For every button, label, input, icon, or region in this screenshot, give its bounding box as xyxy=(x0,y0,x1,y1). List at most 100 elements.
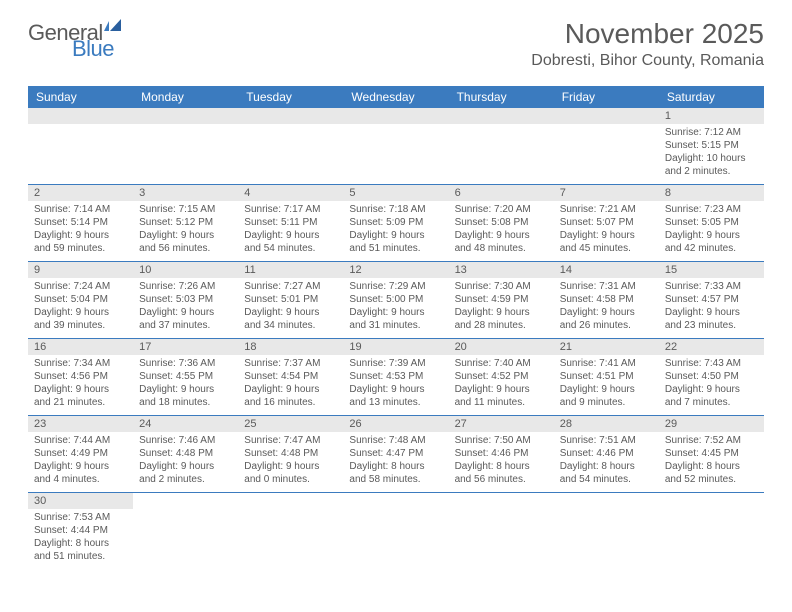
day-daylight1: Daylight: 9 hours xyxy=(665,229,758,242)
day-sunrise: Sunrise: 7:24 AM xyxy=(34,280,127,293)
day-header: Friday xyxy=(554,86,659,108)
day-cell: 18Sunrise: 7:37 AMSunset: 4:54 PMDayligh… xyxy=(238,339,343,415)
day-daylight1: Daylight: 9 hours xyxy=(139,383,232,396)
day-number: 11 xyxy=(238,262,343,278)
day-cell: 13Sunrise: 7:30 AMSunset: 4:59 PMDayligh… xyxy=(449,262,554,338)
day-content: Sunrise: 7:24 AMSunset: 5:04 PMDaylight:… xyxy=(28,278,133,336)
day-sunset: Sunset: 4:46 PM xyxy=(455,447,548,460)
day-daylight1: Daylight: 9 hours xyxy=(349,306,442,319)
day-daylight1: Daylight: 9 hours xyxy=(139,229,232,242)
day-daylight2: and 42 minutes. xyxy=(665,242,758,255)
day-sunset: Sunset: 5:04 PM xyxy=(34,293,127,306)
day-sunrise: Sunrise: 7:52 AM xyxy=(665,434,758,447)
empty-day-cell xyxy=(238,108,343,184)
day-content: Sunrise: 7:14 AMSunset: 5:14 PMDaylight:… xyxy=(28,201,133,259)
day-sunrise: Sunrise: 7:14 AM xyxy=(34,203,127,216)
day-header: Tuesday xyxy=(238,86,343,108)
empty-day-cell xyxy=(554,108,659,184)
day-number-bar xyxy=(133,108,238,124)
day-daylight1: Daylight: 8 hours xyxy=(665,460,758,473)
day-daylight1: Daylight: 9 hours xyxy=(560,229,653,242)
day-cell: 24Sunrise: 7:46 AMSunset: 4:48 PMDayligh… xyxy=(133,416,238,492)
day-daylight2: and 11 minutes. xyxy=(455,396,548,409)
day-content: Sunrise: 7:52 AMSunset: 4:45 PMDaylight:… xyxy=(659,432,764,490)
day-daylight2: and 54 minutes. xyxy=(560,473,653,486)
day-daylight1: Daylight: 9 hours xyxy=(34,460,127,473)
day-number: 20 xyxy=(449,339,554,355)
day-sunset: Sunset: 5:05 PM xyxy=(665,216,758,229)
empty-day-cell xyxy=(449,108,554,184)
day-sunrise: Sunrise: 7:46 AM xyxy=(139,434,232,447)
day-cell: 22Sunrise: 7:43 AMSunset: 4:50 PMDayligh… xyxy=(659,339,764,415)
day-daylight2: and 39 minutes. xyxy=(34,319,127,332)
day-cell: 11Sunrise: 7:27 AMSunset: 5:01 PMDayligh… xyxy=(238,262,343,338)
day-daylight1: Daylight: 9 hours xyxy=(244,306,337,319)
day-sunset: Sunset: 4:53 PM xyxy=(349,370,442,383)
day-sunrise: Sunrise: 7:40 AM xyxy=(455,357,548,370)
day-number: 30 xyxy=(28,493,133,509)
day-number: 4 xyxy=(238,185,343,201)
day-header: Wednesday xyxy=(343,86,448,108)
day-content: Sunrise: 7:12 AMSunset: 5:15 PMDaylight:… xyxy=(659,124,764,182)
day-number: 15 xyxy=(659,262,764,278)
day-sunset: Sunset: 4:54 PM xyxy=(244,370,337,383)
page-header: GeneralBlue November 2025 Dobresti, Biho… xyxy=(0,0,792,80)
day-header: Thursday xyxy=(449,86,554,108)
day-sunset: Sunset: 4:56 PM xyxy=(34,370,127,383)
day-daylight1: Daylight: 9 hours xyxy=(455,229,548,242)
day-number: 14 xyxy=(554,262,659,278)
day-sunrise: Sunrise: 7:48 AM xyxy=(349,434,442,447)
day-sunrise: Sunrise: 7:29 AM xyxy=(349,280,442,293)
day-daylight1: Daylight: 9 hours xyxy=(349,383,442,396)
day-cell: 8Sunrise: 7:23 AMSunset: 5:05 PMDaylight… xyxy=(659,185,764,261)
day-number: 13 xyxy=(449,262,554,278)
day-daylight2: and 45 minutes. xyxy=(560,242,653,255)
day-daylight2: and 56 minutes. xyxy=(139,242,232,255)
location-subtitle: Dobresti, Bihor County, Romania xyxy=(531,52,764,70)
day-sunset: Sunset: 5:11 PM xyxy=(244,216,337,229)
day-number: 8 xyxy=(659,185,764,201)
week-row: 30Sunrise: 7:53 AMSunset: 4:44 PMDayligh… xyxy=(28,493,764,569)
day-sunrise: Sunrise: 7:51 AM xyxy=(560,434,653,447)
day-daylight2: and 4 minutes. xyxy=(34,473,127,486)
day-sunset: Sunset: 5:09 PM xyxy=(349,216,442,229)
day-sunset: Sunset: 4:49 PM xyxy=(34,447,127,460)
day-daylight2: and 2 minutes. xyxy=(139,473,232,486)
day-daylight1: Daylight: 9 hours xyxy=(34,306,127,319)
day-daylight1: Daylight: 9 hours xyxy=(560,383,653,396)
day-header-row: SundayMondayTuesdayWednesdayThursdayFrid… xyxy=(28,86,764,108)
empty-day-cell xyxy=(238,493,343,569)
day-sunrise: Sunrise: 7:33 AM xyxy=(665,280,758,293)
day-sunset: Sunset: 4:44 PM xyxy=(34,524,127,537)
day-content: Sunrise: 7:27 AMSunset: 5:01 PMDaylight:… xyxy=(238,278,343,336)
day-content: Sunrise: 7:39 AMSunset: 4:53 PMDaylight:… xyxy=(343,355,448,413)
day-daylight1: Daylight: 10 hours xyxy=(665,152,758,165)
day-number: 27 xyxy=(449,416,554,432)
day-daylight1: Daylight: 9 hours xyxy=(244,229,337,242)
day-content: Sunrise: 7:46 AMSunset: 4:48 PMDaylight:… xyxy=(133,432,238,490)
day-sunset: Sunset: 4:52 PM xyxy=(455,370,548,383)
day-cell: 20Sunrise: 7:40 AMSunset: 4:52 PMDayligh… xyxy=(449,339,554,415)
day-daylight2: and 58 minutes. xyxy=(349,473,442,486)
day-sunset: Sunset: 4:58 PM xyxy=(560,293,653,306)
empty-day-cell xyxy=(28,108,133,184)
day-sunrise: Sunrise: 7:39 AM xyxy=(349,357,442,370)
day-content: Sunrise: 7:17 AMSunset: 5:11 PMDaylight:… xyxy=(238,201,343,259)
day-daylight1: Daylight: 9 hours xyxy=(139,460,232,473)
day-cell: 15Sunrise: 7:33 AMSunset: 4:57 PMDayligh… xyxy=(659,262,764,338)
day-number: 1 xyxy=(659,108,764,124)
day-sunrise: Sunrise: 7:41 AM xyxy=(560,357,653,370)
day-sunset: Sunset: 4:48 PM xyxy=(244,447,337,460)
day-number: 29 xyxy=(659,416,764,432)
day-content: Sunrise: 7:51 AMSunset: 4:46 PMDaylight:… xyxy=(554,432,659,490)
day-cell: 27Sunrise: 7:50 AMSunset: 4:46 PMDayligh… xyxy=(449,416,554,492)
empty-day-cell xyxy=(343,108,448,184)
day-number: 17 xyxy=(133,339,238,355)
day-number: 3 xyxy=(133,185,238,201)
day-number: 19 xyxy=(343,339,448,355)
day-cell: 10Sunrise: 7:26 AMSunset: 5:03 PMDayligh… xyxy=(133,262,238,338)
day-number: 16 xyxy=(28,339,133,355)
day-daylight2: and 48 minutes. xyxy=(455,242,548,255)
day-number: 24 xyxy=(133,416,238,432)
empty-day-cell xyxy=(133,493,238,569)
